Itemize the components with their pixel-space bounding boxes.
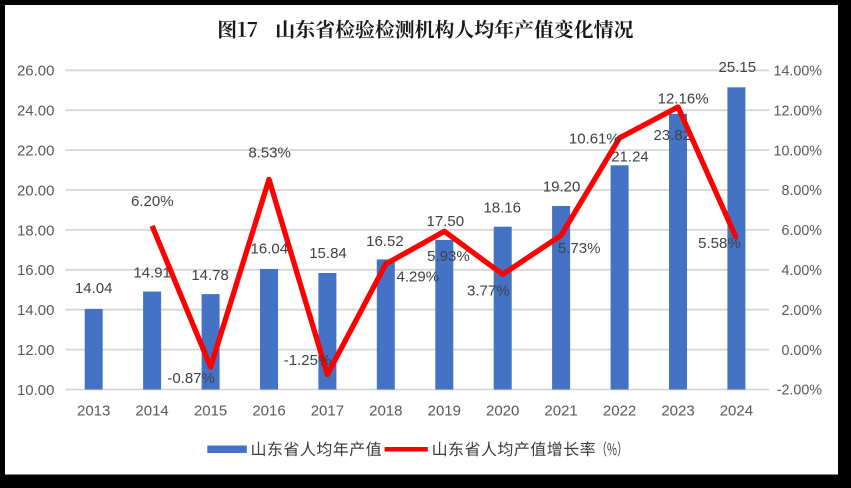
svg-text:14.04: 14.04	[75, 280, 113, 297]
svg-text:5.58%: 5.58%	[698, 235, 741, 252]
svg-text:2013: 2013	[77, 402, 110, 419]
svg-text:2014: 2014	[135, 402, 168, 419]
svg-text:22.00: 22.00	[17, 143, 55, 160]
svg-text:5.73%: 5.73%	[558, 240, 601, 257]
svg-text:5.93%: 5.93%	[427, 248, 470, 265]
svg-text:20.00: 20.00	[17, 182, 55, 199]
svg-text:12.16%: 12.16%	[658, 90, 709, 107]
svg-text:12.00: 12.00	[17, 342, 55, 359]
svg-text:8.53%: 8.53%	[248, 144, 291, 161]
svg-text:2.00%: 2.00%	[781, 303, 822, 319]
svg-text:10.61%: 10.61%	[569, 130, 620, 147]
svg-text:6.20%: 6.20%	[131, 193, 174, 210]
svg-text:6.00%: 6.00%	[781, 223, 822, 239]
svg-text:14.78: 14.78	[191, 267, 229, 284]
svg-text:-2.00%: -2.00%	[777, 383, 823, 399]
svg-text:8.00%: 8.00%	[781, 183, 822, 199]
svg-text:2018: 2018	[369, 402, 402, 419]
svg-text:2015: 2015	[194, 402, 227, 419]
svg-text:-0.87%: -0.87%	[167, 370, 215, 387]
svg-text:12.00%: 12.00%	[774, 103, 823, 119]
svg-text:17.50: 17.50	[427, 213, 465, 230]
svg-text:15.84: 15.84	[309, 245, 347, 262]
svg-text:14.00%: 14.00%	[774, 64, 823, 80]
svg-text:4.00%: 4.00%	[781, 263, 822, 279]
svg-text:2023: 2023	[661, 402, 694, 419]
svg-text:26.00: 26.00	[17, 63, 55, 80]
svg-text:2017: 2017	[311, 402, 344, 419]
svg-text:2024: 2024	[720, 402, 753, 419]
svg-text:10.00%: 10.00%	[774, 143, 823, 159]
svg-text:3.77%: 3.77%	[467, 283, 510, 300]
svg-text:2021: 2021	[544, 402, 577, 419]
svg-text:-1.25%: -1.25%	[284, 352, 332, 369]
svg-text:18.16: 18.16	[483, 199, 521, 216]
svg-text:14.91: 14.91	[133, 265, 171, 282]
svg-text:4.29%: 4.29%	[397, 268, 440, 285]
svg-text:0.00%: 0.00%	[781, 343, 822, 359]
svg-text:16.04: 16.04	[251, 240, 289, 257]
svg-text:2020: 2020	[486, 402, 519, 419]
svg-text:2016: 2016	[252, 402, 285, 419]
svg-text:16.52: 16.52	[366, 233, 404, 250]
svg-text:18.00: 18.00	[17, 222, 55, 239]
svg-text:14.00: 14.00	[17, 302, 55, 319]
svg-text:25.15: 25.15	[719, 59, 757, 76]
svg-text:19.20: 19.20	[543, 178, 581, 195]
svg-text:23.82: 23.82	[654, 127, 692, 144]
svg-text:2019: 2019	[428, 402, 461, 419]
svg-text:21.24: 21.24	[611, 149, 649, 166]
svg-text:24.00: 24.00	[17, 103, 55, 120]
svg-text:16.00: 16.00	[17, 262, 55, 279]
svg-text:10.00: 10.00	[17, 382, 55, 399]
svg-text:2022: 2022	[603, 402, 636, 419]
